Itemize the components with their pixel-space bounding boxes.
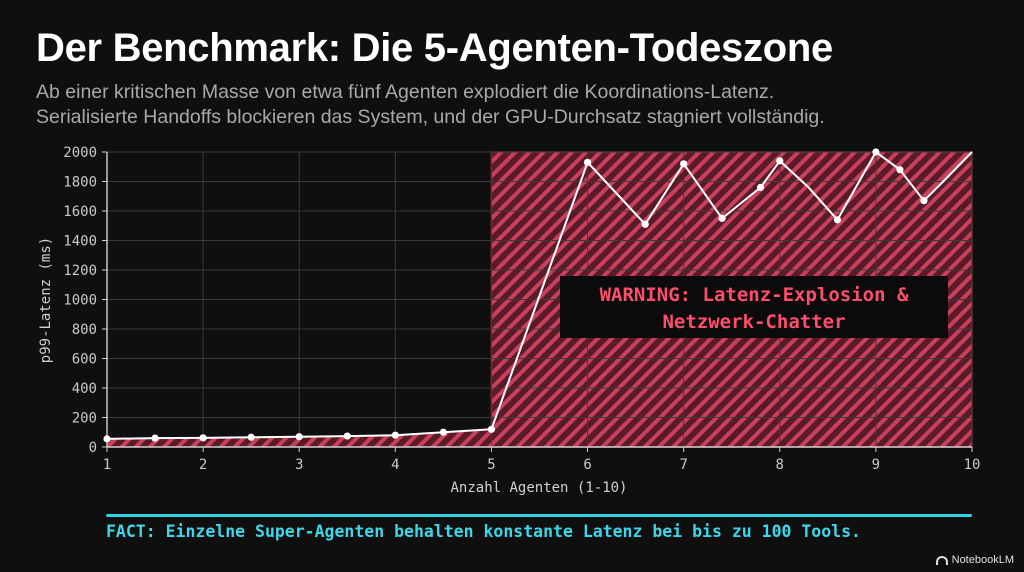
data-point-0-11 (680, 160, 688, 168)
y-tick-label-1000: 1000 (63, 293, 97, 309)
axes (102, 151, 973, 452)
x-tick-label-2: 2 (199, 457, 207, 473)
data-point-0-6 (391, 431, 399, 439)
y-tick-label-1800: 1800 (63, 175, 97, 191)
y-tick-label-400: 400 (72, 381, 97, 397)
data-point-0-1 (151, 434, 159, 442)
y-tick-label-1200: 1200 (63, 263, 97, 279)
x-tick-label-6: 6 (583, 457, 591, 473)
subtitle: Ab einer kritischen Masse von etwa fünf … (36, 80, 825, 130)
data-point-0-14 (776, 157, 784, 165)
data-point-0-10 (641, 220, 649, 228)
y-axis-label: p99-Latenz (ms) (38, 237, 54, 363)
data-point-0-18 (896, 166, 904, 174)
data-point-0-2 (199, 434, 207, 442)
series-group (103, 148, 973, 443)
data-point-0-12 (718, 214, 726, 222)
data-point-0-9 (583, 158, 592, 166)
data-point-0-0 (103, 435, 111, 443)
data-point-0-17 (872, 148, 880, 156)
warning-text-line-1: WARNING: Latenz-Explosion & (600, 284, 909, 306)
data-point-0-8 (487, 425, 496, 433)
y-tick-label-200: 200 (72, 411, 97, 427)
y-tick-label-1600: 1600 (63, 204, 97, 220)
x-tick-label-7: 7 (679, 457, 687, 473)
y-tick-label-0: 0 (89, 440, 97, 456)
x-tick-label-3: 3 (295, 457, 303, 473)
data-point-0-16 (833, 216, 842, 224)
x-tick-label-10: 10 (964, 457, 981, 473)
page-title: Der Benchmark: Die 5-Agenten-Todeszone (36, 26, 833, 70)
y-tick-label-2000: 2000 (63, 145, 97, 161)
data-point-0-4 (295, 433, 303, 441)
subtitle-line-1: Ab einer kritischen Masse von etwa fünf … (36, 81, 775, 103)
x-tick-label-9: 9 (872, 457, 880, 473)
tick-labels: 1 2 3 4 5 6 7 8 9 10 0 200 400 600 800 1000 1200 1400 1600… (63, 145, 980, 473)
data-point-0-3 (247, 433, 255, 441)
y-tick-label-1400: 1400 (63, 234, 97, 250)
x-tick-label-8: 8 (776, 457, 784, 473)
brand-logo: NotebookLM (935, 554, 1014, 566)
fact-text: FACT: Einzelne Super-Agenten behalten ko… (106, 522, 861, 541)
data-point-0-13 (756, 183, 765, 191)
series-line-0 (106, 151, 973, 440)
notebooklm-icon (935, 555, 948, 565)
fact-divider (106, 514, 972, 517)
data-point-0-5 (343, 432, 351, 440)
warning-text-line-2: Netzwerk-Chatter (662, 311, 845, 333)
subtitle-line-2: Serialisierte Handoffs blockieren das Sy… (36, 106, 825, 128)
y-tick-label-600: 600 (72, 352, 97, 368)
data-point-0-7 (439, 428, 447, 436)
data-point-0-19 (920, 197, 928, 205)
x-axis-label: Anzahl Agenten (1-10) (450, 480, 627, 496)
brand-name: NotebookLM (951, 554, 1014, 566)
x-tick-label-4: 4 (391, 457, 399, 473)
warning-box-bg (560, 276, 948, 338)
x-tick-label-5: 5 (487, 457, 495, 473)
x-tick-label-1: 1 (103, 457, 111, 473)
warning-box: WARNING: Latenz-Explosion & Netzwerk-Cha… (560, 276, 948, 338)
y-tick-label-800: 800 (72, 322, 97, 338)
